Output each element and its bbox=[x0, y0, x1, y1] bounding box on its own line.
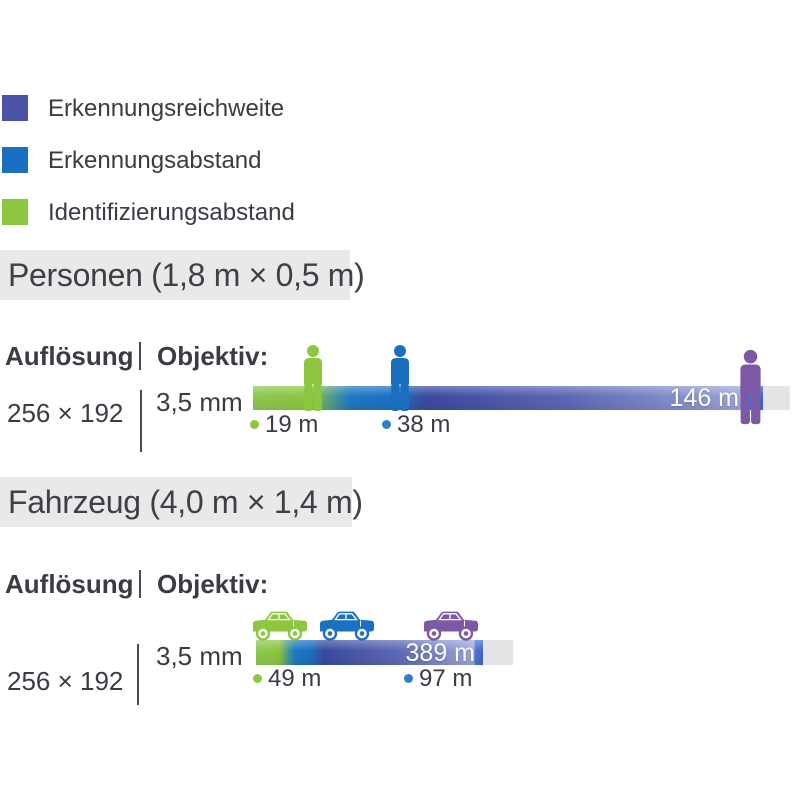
identification-dot-2 bbox=[253, 674, 262, 683]
lens-value-2: 3,5 mm bbox=[156, 641, 243, 671]
legend-swatch-recognition-distance bbox=[2, 147, 28, 173]
section-fahrzeug-header: Fahrzeug (4,0 m × 1,4 m) bbox=[0, 477, 363, 527]
row-divider-1 bbox=[140, 390, 142, 452]
car-icon-identification bbox=[250, 607, 310, 641]
legend-swatch-detection-range bbox=[2, 95, 28, 121]
identification-dot-1 bbox=[250, 420, 259, 429]
person-icon-identification bbox=[301, 345, 325, 411]
person-icon-recognition bbox=[388, 345, 412, 411]
recognition-distance-1: 38 m bbox=[397, 411, 451, 438]
range-bar-personen: 146 m bbox=[253, 384, 763, 412]
legend-label-detection-range: Erkennungsreichweite bbox=[48, 95, 285, 122]
column-separator-1 bbox=[139, 342, 141, 370]
recognition-dot-1 bbox=[382, 420, 391, 429]
section-personen-header: Personen (1,8 m × 0,5 m) bbox=[0, 250, 365, 300]
resolution-column-label-1: Auflösung bbox=[5, 341, 134, 371]
identification-distance-1: 19 m bbox=[265, 411, 319, 438]
detection-range-value-1: 146 m bbox=[669, 384, 739, 412]
recognition-distance-2: 97 m bbox=[419, 665, 473, 692]
legend-label-identification-distance: Identifizierungsabstand bbox=[48, 199, 295, 226]
car-icon-recognition bbox=[317, 607, 377, 641]
person-icon-detection bbox=[737, 346, 764, 428]
lens-column-label-2: Objektiv: bbox=[157, 569, 269, 599]
identification-distance-2: 49 m bbox=[268, 665, 322, 692]
detection-range-value-2: 389 m bbox=[405, 638, 475, 667]
resolution-value-2: 256 × 192 bbox=[7, 666, 124, 696]
legend-label-recognition-distance: Erkennungsabstand bbox=[48, 147, 262, 174]
legend-swatch-identification-distance bbox=[2, 199, 28, 225]
resolution-value-1: 256 × 192 bbox=[7, 398, 124, 428]
lens-value-1: 3,5 mm bbox=[156, 387, 243, 417]
column-separator-2 bbox=[139, 570, 141, 598]
range-bar-1-track-extension bbox=[763, 386, 790, 410]
car-icon-detection bbox=[421, 607, 481, 641]
row-divider-2 bbox=[137, 644, 139, 705]
range-bar-2-track-extension bbox=[483, 640, 513, 665]
resolution-column-label-2: Auflösung bbox=[5, 569, 134, 599]
recognition-dot-2 bbox=[404, 674, 413, 683]
lens-column-label-1: Objektiv: bbox=[157, 341, 269, 371]
range-bar-fahrzeug: 389 m bbox=[256, 640, 483, 665]
